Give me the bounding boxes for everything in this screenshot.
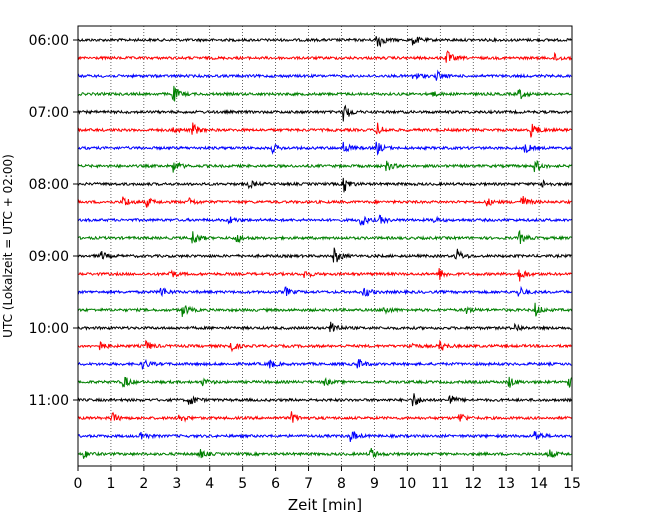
trace-0615: [77, 50, 572, 63]
y-tick-label: 11:00: [29, 393, 69, 409]
seismic-traces: [77, 36, 572, 459]
trace-1030: [77, 358, 572, 371]
x-tick-label: 12: [464, 476, 482, 492]
trace-1015: [77, 339, 572, 353]
trace-0830: [77, 214, 572, 226]
x-tick-label: 5: [238, 476, 247, 492]
trace-0800: [78, 177, 572, 193]
y-tick-label: 06:00: [29, 33, 69, 49]
trace-0915: [77, 268, 572, 282]
trace-0645: [77, 85, 572, 102]
trace-1145: [77, 447, 572, 459]
plot-frame: [77, 25, 573, 467]
trace-0815: [77, 195, 572, 208]
trace-0745: [77, 159, 572, 173]
y-axis-ticks: 06:00 07:00 08:00 09:00 10:00 11:00: [29, 33, 78, 409]
x-tick-label: 2: [139, 476, 148, 492]
trace-0730: [77, 141, 572, 156]
trace-0930: [77, 285, 572, 298]
x-axis-ticks: 0 1 2 3 4 5 6 7 8 9 10 11 12 13 14 15: [74, 466, 581, 492]
x-tick-label: 4: [205, 476, 214, 492]
y-tick-label: 08:00: [29, 177, 69, 193]
x-tick-label: 13: [497, 476, 515, 492]
x-tick-label: 14: [530, 476, 548, 492]
trace-1130: [77, 430, 572, 442]
x-axis-label: Zeit [min]: [288, 496, 362, 514]
trace-1115: [77, 411, 572, 423]
y-axis-label: UTC (Lokalzeit = UTC + 02:00): [1, 154, 15, 338]
y-tick-label: 07:00: [29, 105, 69, 121]
x-tick-label: 1: [106, 476, 115, 492]
y-tick-label: 10:00: [29, 321, 69, 337]
x-tick-label: 7: [304, 476, 313, 492]
trace-0945: [77, 302, 572, 317]
trace-1000: [77, 321, 572, 333]
trace-0600: [77, 36, 572, 48]
trace-1045: [77, 376, 572, 389]
x-tick-label: 10: [398, 476, 416, 492]
trace-0845: [77, 229, 572, 245]
trace-1100: [77, 393, 572, 407]
x-tick-label: 0: [74, 476, 83, 492]
x-tick-label: 8: [337, 476, 346, 492]
x-tick-label: 11: [431, 476, 449, 492]
trace-0715: [77, 122, 572, 138]
y-tick-label: 09:00: [29, 249, 69, 265]
trace-0630: [77, 69, 572, 81]
x-tick-label: 6: [271, 476, 280, 492]
trace-0700: [77, 104, 572, 122]
x-tick-label: 15: [563, 476, 581, 492]
vertical-gridlines: [110, 26, 540, 466]
x-tick-label: 3: [172, 476, 181, 492]
x-tick-label: 9: [370, 476, 379, 492]
trace-0900: [77, 247, 572, 263]
